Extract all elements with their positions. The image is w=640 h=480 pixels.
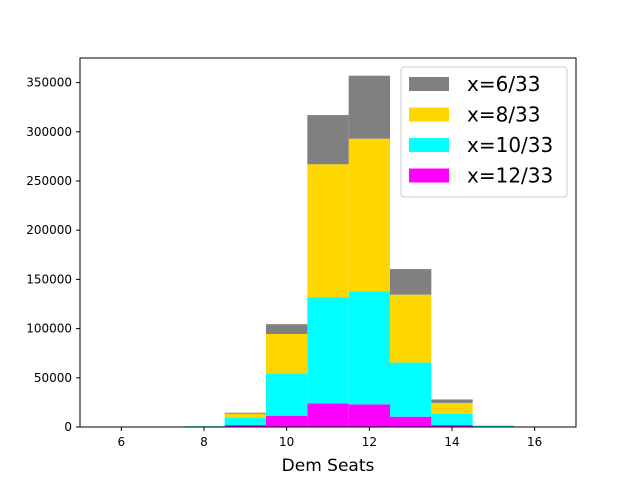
legend-box <box>400 66 568 198</box>
legend-label-x-8-33: x=8/33 <box>467 103 541 127</box>
x-axis-label: Dem Seats <box>282 456 375 476</box>
bar-x-12-33-9 <box>224 425 266 427</box>
bar-x-6-33-10 <box>266 324 308 335</box>
legend-swatch-x-8-33 <box>409 107 449 122</box>
bar-x-8-33-10 <box>266 334 308 374</box>
y-ticks: 0 50000 100000 150000 200000 250000 300000 3500… <box>26 76 80 434</box>
bar-x-12-33-14 <box>431 425 473 427</box>
legend-label-x-10-33: x=10/33 <box>467 133 553 157</box>
bar-x-12-33-13 <box>390 416 432 427</box>
x-tick-label-6: 6 <box>118 435 126 449</box>
y-tick-label-0: 0 <box>64 420 72 434</box>
y-tick-label-300000: 300000 <box>26 125 72 139</box>
bar-x-6-33-14 <box>431 399 473 403</box>
bar-x-10-33-15 <box>472 426 514 427</box>
y-tick-label-350000: 350000 <box>26 76 72 90</box>
x-tick-label-12: 12 <box>362 435 377 449</box>
legend-swatch-x-12-33 <box>409 168 449 183</box>
legend-label-x-6-33: x=6/33 <box>467 72 541 96</box>
x-tick-label-16: 16 <box>527 435 542 449</box>
bar-x-8-33-11 <box>307 164 349 298</box>
axes <box>79 57 577 428</box>
bar-x-10-33-9 <box>224 417 266 426</box>
bar-x-6-33-11 <box>307 115 349 165</box>
bar-x-10-33-11 <box>307 297 349 404</box>
bar-x-10-33-12 <box>348 291 390 405</box>
bar-x-12-33-11 <box>307 403 349 427</box>
bar-x-8-33-12 <box>348 138 390 292</box>
y-tick-label-150000: 150000 <box>26 272 72 286</box>
bar-x-12-33-12 <box>348 404 390 427</box>
legend-swatch-x-10-33 <box>409 138 449 152</box>
legend-label-x-12-33: x=12/33 <box>467 164 553 188</box>
axes-frame <box>79 57 577 428</box>
y-tick-label-250000: 250000 <box>26 174 72 188</box>
legend-swatch-x-6-33 <box>409 77 449 91</box>
bar-x-8-33-13 <box>390 294 432 363</box>
bars-layer <box>183 75 514 427</box>
bar-x-10-33-10 <box>266 373 308 416</box>
x-tick-label-10: 10 <box>279 435 294 449</box>
bar-x-6-33-13 <box>390 269 432 295</box>
bar-x-10-33-13 <box>390 362 432 417</box>
y-tick-label-200000: 200000 <box>26 223 72 237</box>
bar-x-12-33-10 <box>266 415 308 427</box>
bar-x-8-33-9 <box>224 413 266 418</box>
bar-x-6-33-12 <box>348 75 390 139</box>
legend: x=6/33 x=8/33 x=10/33 x=12/33 <box>400 66 568 198</box>
y-tick-label-100000: 100000 <box>26 322 72 336</box>
x-tick-label-8: 8 <box>200 435 208 449</box>
x-tick-label-14: 14 <box>444 435 459 449</box>
bar-x-10-33-14 <box>431 413 473 426</box>
bar-x-8-33-14 <box>431 402 473 414</box>
x-ticks: 6 8 10 12 14 16 <box>118 427 542 449</box>
bar-x-6-33-9 <box>224 412 266 414</box>
y-tick-label-50000: 50000 <box>34 371 72 385</box>
